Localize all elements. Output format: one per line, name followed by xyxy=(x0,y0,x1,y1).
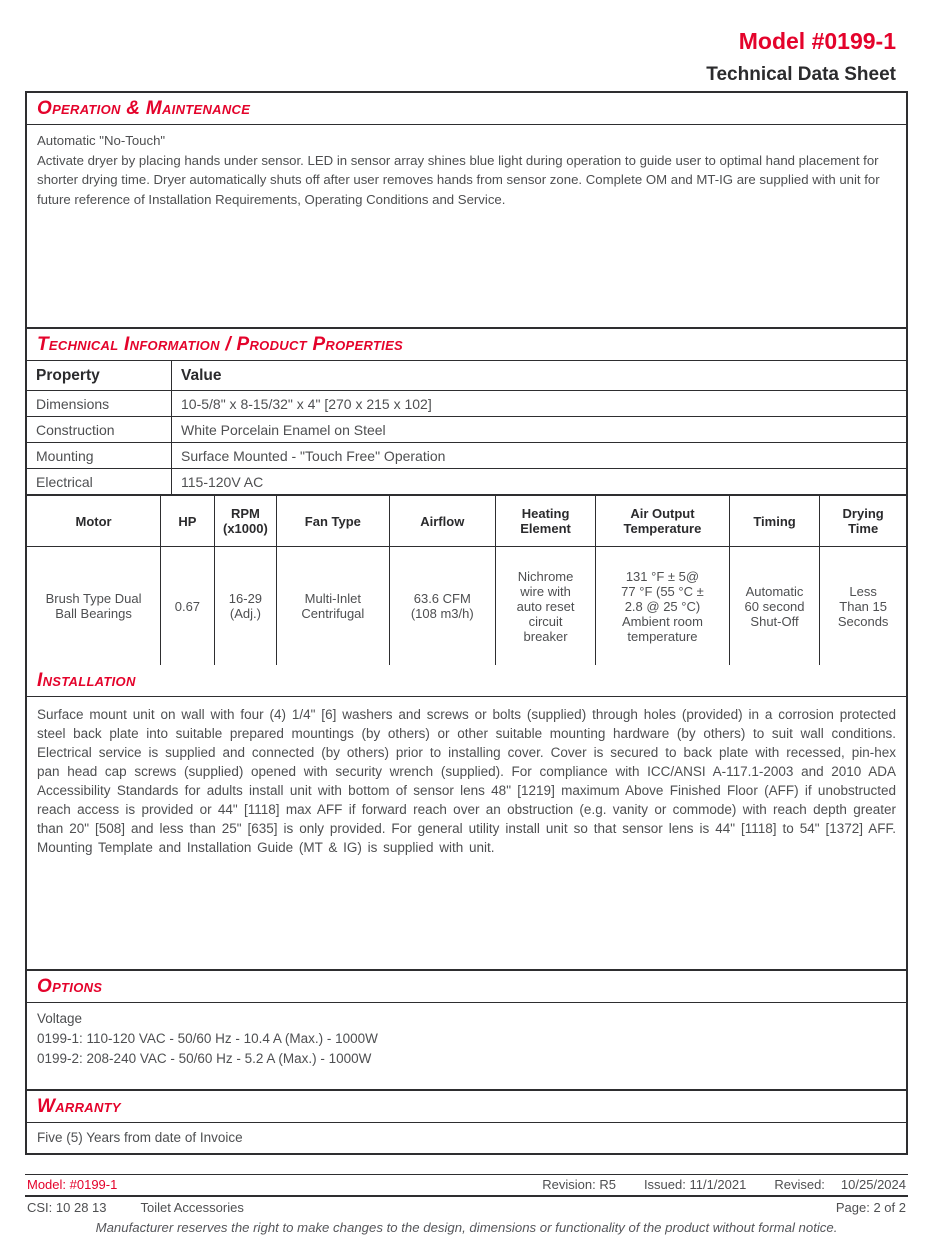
footer-revision: Revision: R5 xyxy=(542,1177,616,1192)
rpm-cell: 16-29 (Adj.) xyxy=(213,546,278,665)
section-installation-title-row: Installation xyxy=(27,665,906,697)
timing-column-header: Timing xyxy=(728,496,821,547)
airflow-cell: 63.6 CFM (108 m3/h) xyxy=(388,546,496,665)
section-technical-title: Technical Information / Product Properti… xyxy=(37,334,404,355)
table-row: Mounting Surface Mounted - "Touch Free" … xyxy=(27,442,906,469)
property-cell: Electrical xyxy=(27,468,172,494)
footer-csi-group: CSI: 10 28 13 Toilet Accessories xyxy=(27,1200,244,1215)
model-number-title: Model #0199-1 xyxy=(738,28,896,54)
footer-revised-label: Revised: xyxy=(774,1177,825,1192)
page-footer: Model: #0199-1 Revision: R5 Issued: 11/1… xyxy=(25,1174,908,1235)
table-header-row: Property Value xyxy=(27,361,906,391)
table-row: Electrical 115-120V AC xyxy=(27,468,906,494)
table-row: Construction White Porcelain Enamel on S… xyxy=(27,416,906,443)
section-options-title: Options xyxy=(37,976,103,997)
air-output-column-header: Air Output Temperature xyxy=(595,496,730,547)
operation-intro-line: Automatic "No-Touch" xyxy=(37,133,166,148)
value-cell: 115-120V AC xyxy=(181,473,264,490)
value-column-header: Value xyxy=(171,361,906,391)
page-header: Model #0199-1 Technical Data Sheet xyxy=(25,0,908,86)
property-cell: Mounting xyxy=(27,442,172,469)
value-cell: Surface Mounted - "Touch Free" Operation xyxy=(171,442,906,469)
heating-element-column-header: Heating Element xyxy=(494,496,597,547)
value-cell: 10-5/8" x 8-15/32" x 4" [270 x 215 x 102… xyxy=(171,390,906,417)
value-cell: White Porcelain Enamel on Steel xyxy=(171,416,906,443)
operation-paragraph: Activate dryer by placing hands under se… xyxy=(37,152,880,207)
hp-column-header: HP xyxy=(160,496,215,547)
document-subtitle: Technical Data Sheet xyxy=(706,64,896,85)
motor-spec-table-wrap: Motor HP RPM (x1000) Fan Type Airflow He… xyxy=(27,494,906,665)
product-properties-table: Property Value Dimensions 10-5/8" x 8-15… xyxy=(27,361,906,494)
property-column-header: Property xyxy=(27,361,172,391)
drying-time-cell: Less Than 15 Seconds xyxy=(819,546,906,665)
section-installation-content: Surface mount unit on wall with four (4)… xyxy=(37,707,896,855)
property-cell: Dimensions xyxy=(27,390,172,417)
section-operation-content: Automatic "No-Touch" Activate dryer by p… xyxy=(27,125,906,327)
motor-table-header-row: Motor HP RPM (x1000) Fan Type Airflow He… xyxy=(27,496,906,547)
table-row: Dimensions 10-5/8" x 8-15/32" x 4" [270 … xyxy=(27,390,906,417)
footer-disclaimer: Manufacturer reserves the right to make … xyxy=(95,1220,838,1235)
motor-cell: Brush Type Dual Ball Bearings xyxy=(27,546,162,665)
fan-type-cell: Multi-Inlet Centrifugal xyxy=(276,546,390,665)
footer-revised-date: 10/25/2024 xyxy=(840,1177,906,1192)
footer-csi-code: CSI: 10 28 13 xyxy=(27,1200,107,1215)
rpm-column-header: RPM (x1000) xyxy=(213,496,278,547)
section-warranty-content: Five (5) Years from date of Invoice xyxy=(37,1130,243,1145)
section-options-content: Voltage 0199-1: 110-120 VAC - 50/60 Hz -… xyxy=(37,1011,378,1066)
hp-cell: 0.67 xyxy=(160,546,215,665)
timing-cell: Automatic 60 second Shut-Off xyxy=(728,546,821,665)
section-warranty-title-row: Warranty xyxy=(27,1089,906,1123)
property-cell: Construction xyxy=(27,416,172,443)
footer-revision-row: Model: #0199-1 Revision: R5 Issued: 11/1… xyxy=(25,1174,908,1197)
section-technical-title-row: Technical Information / Product Properti… xyxy=(27,327,906,361)
footer-model-number: Model: #0199-1 xyxy=(27,1177,118,1192)
heating-element-cell: Nichrome wire with auto reset circuit br… xyxy=(494,546,597,665)
section-operation-title-row: Operation & Maintenance xyxy=(27,93,906,125)
air-output-cell: 131 °F ± 5@ 77 °F (55 °C ± 2.8 @ 25 °C) … xyxy=(595,546,730,665)
footer-page-number: Page: 2 of 2 xyxy=(835,1200,906,1215)
motor-table-data-row: Brush Type Dual Ball Bearings 0.67 16-29… xyxy=(27,546,906,665)
motor-spec-table: Motor HP RPM (x1000) Fan Type Airflow He… xyxy=(27,496,906,665)
section-installation-title: Installation xyxy=(37,670,136,691)
section-options-title-row: Options xyxy=(27,969,906,1003)
airflow-column-header: Airflow xyxy=(388,496,496,547)
motor-column-header: Motor xyxy=(27,496,162,547)
footer-category: Toilet Accessories xyxy=(140,1200,244,1215)
footer-issued-date: Issued: 11/1/2021 xyxy=(643,1177,747,1192)
section-warranty-title: Warranty xyxy=(37,1096,121,1117)
document-body-box: Operation & Maintenance Automatic "No-To… xyxy=(25,91,908,1155)
footer-revision-info: Revision: R5 Issued: 11/1/2021 Revised: … xyxy=(542,1177,906,1192)
section-operation-title: Operation & Maintenance xyxy=(37,98,251,119)
drying-time-column-header: Drying Time xyxy=(819,496,906,547)
fan-type-column-header: Fan Type xyxy=(276,496,390,547)
